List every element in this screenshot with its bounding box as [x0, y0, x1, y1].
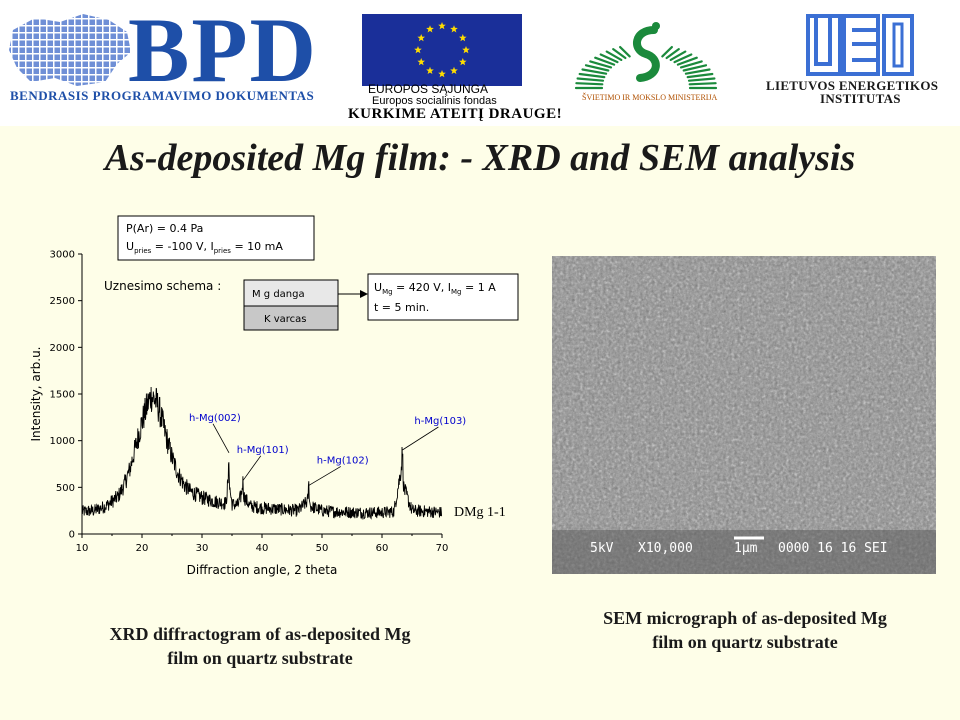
eu-star-icon — [414, 46, 422, 54]
chart-plot: 10 20 30 40 50 60 70 050010001500200025003000 … — [50, 250, 467, 555]
lei-name-line1: LIETUVOS ENERGETIKOS — [766, 78, 939, 93]
sem-scale-label: 1μm — [734, 541, 758, 556]
params-line2: Upries = -100 V, Ipries = 10 mA — [126, 240, 283, 255]
eu-star-icon — [417, 34, 425, 42]
annotation-leader — [212, 423, 230, 453]
ray-icon — [684, 68, 711, 75]
eu-star-icon — [438, 70, 446, 78]
x-tick-label: 60 — [376, 543, 389, 554]
slide-title: As-deposited Mg film: - XRD and SEM anal… — [104, 137, 856, 179]
conditions-line2: t = 5 min. — [374, 301, 429, 314]
layer-quartz — [243, 305, 339, 331]
x-tick-label: 10 — [76, 543, 89, 554]
ray-icon — [679, 60, 703, 69]
ray-icon — [688, 82, 717, 86]
bpd-logo-text: BPD — [128, 0, 318, 101]
x-tick-label: 40 — [256, 543, 269, 554]
peak-label: h-Mg(102) — [317, 455, 369, 466]
eu-star-icon — [450, 66, 458, 74]
sem-caption: SEM micrograph of as-deposited Mg film o… — [540, 606, 950, 654]
xrd-caption-line2: film on quartz substrate — [167, 648, 353, 668]
eu-star-icon — [417, 58, 425, 66]
scheme-label: Uznesimo schema : — [104, 279, 221, 293]
y-tick-label: 1500 — [50, 390, 75, 401]
lei-logo-icon — [806, 14, 914, 76]
ray-icon — [612, 47, 627, 60]
eu-star-icon — [438, 22, 446, 30]
x-axis-label: Diffraction angle, 2 theta — [187, 563, 338, 577]
sem-image-id: 0000 16 16 SEI — [778, 541, 888, 556]
lithuania-map-icon — [9, 14, 131, 86]
ray-icon — [599, 53, 619, 64]
ray-icon — [575, 82, 604, 86]
eu-name: EUROPOS SĄJUNGA — [368, 82, 489, 96]
eu-star-icon — [459, 34, 467, 42]
bpd-subtitle: BENDRASIS PROGRAMAVIMO DOKUMENTAS — [10, 88, 315, 103]
peak-label: h-Mg(101) — [237, 445, 289, 456]
sem-caption-line2: film on quartz substrate — [652, 632, 838, 652]
ray-icon — [682, 64, 708, 72]
ray-icon — [676, 56, 698, 66]
xrd-caption: XRD diffractogram of as-deposited Mg fil… — [40, 622, 480, 670]
y-tick-label: 0 — [69, 530, 75, 541]
y-tick-label: 500 — [56, 483, 75, 494]
ray-icon — [589, 60, 613, 69]
ray-icon — [661, 45, 674, 58]
sem-micrograph: 5kV X10,000 1μm 0000 16 16 SEI — [552, 256, 936, 574]
params-line1: P(Ar) = 0.4 Pa — [126, 222, 203, 235]
ray-icon — [584, 64, 610, 72]
ray-icon — [594, 56, 616, 66]
sem-magnification: X10,000 — [638, 541, 693, 556]
layer-mg-label: M g danga — [252, 289, 305, 300]
xrd-chart: P(Ar) = 0.4 Pa Upries = -100 V, Ipries =… — [29, 215, 519, 577]
eu-star-icon — [459, 58, 467, 66]
sem-voltage: 5kV — [590, 541, 614, 556]
peak-label: h-Mg(002) — [189, 413, 241, 424]
ray-icon — [618, 45, 631, 58]
y-tick-label: 1000 — [50, 436, 75, 447]
annotation-leader — [308, 466, 342, 486]
lei-name-line2: INSTITUTAS — [820, 91, 901, 106]
y-tick-label: 2000 — [50, 343, 75, 354]
ray-icon — [665, 47, 680, 60]
logo-banner: BPD BENDRASIS PROGRAMAVIMO DOKUMENTAS EU… — [0, 0, 960, 126]
eu-star-icon — [450, 25, 458, 33]
params-box — [117, 215, 315, 261]
y-axis-label: Intensity, arb.u. — [29, 347, 43, 442]
x-tick-label: 30 — [196, 543, 209, 554]
ray-icon — [669, 50, 687, 62]
x-tick-label: 50 — [316, 543, 329, 554]
peak-label: h-Mg(103) — [414, 416, 466, 427]
eu-flag-icon — [362, 14, 522, 86]
eu-star-icon — [426, 66, 434, 74]
ray-icon — [686, 72, 714, 79]
y-tick-label: 3000 — [50, 250, 75, 261]
arrow-icon — [360, 290, 368, 298]
ray-icon — [578, 72, 606, 79]
xrd-series-line — [81, 386, 443, 521]
x-tick-label: 70 — [436, 543, 449, 554]
conditions-box — [367, 273, 519, 321]
ministry-emblem-icon — [574, 22, 718, 90]
eu-star-icon — [426, 25, 434, 33]
y-tick-label: 2500 — [50, 296, 75, 307]
annotation-leader — [402, 426, 439, 451]
ray-icon — [687, 77, 716, 82]
conditions-line1: UMg = 420 V, IMg = 1 A — [374, 281, 496, 296]
ministry-name: ŠVIETIMO IR MOKSLO MINISTERIJA — [582, 93, 718, 102]
annotation-leader — [242, 455, 262, 482]
xrd-caption-line1: XRD diffractogram of as-deposited Mg — [109, 624, 411, 644]
ray-icon — [605, 50, 623, 62]
eu-fund: Europos socialinis fondas — [372, 95, 497, 107]
sem-caption-line1: SEM micrograph of as-deposited Mg — [603, 608, 887, 628]
slogan: KURKIME ATEITĮ DRAUGE! — [348, 106, 563, 122]
sample-label: DMg 1-1 — [454, 505, 506, 520]
layer-mg — [243, 279, 339, 307]
eu-star-icon — [462, 46, 470, 54]
ray-icon — [576, 77, 605, 82]
layer-quartz-label: K varcas — [264, 314, 307, 325]
x-tick-label: 20 — [136, 543, 149, 554]
ray-icon — [581, 68, 608, 75]
ray-icon — [673, 53, 693, 64]
